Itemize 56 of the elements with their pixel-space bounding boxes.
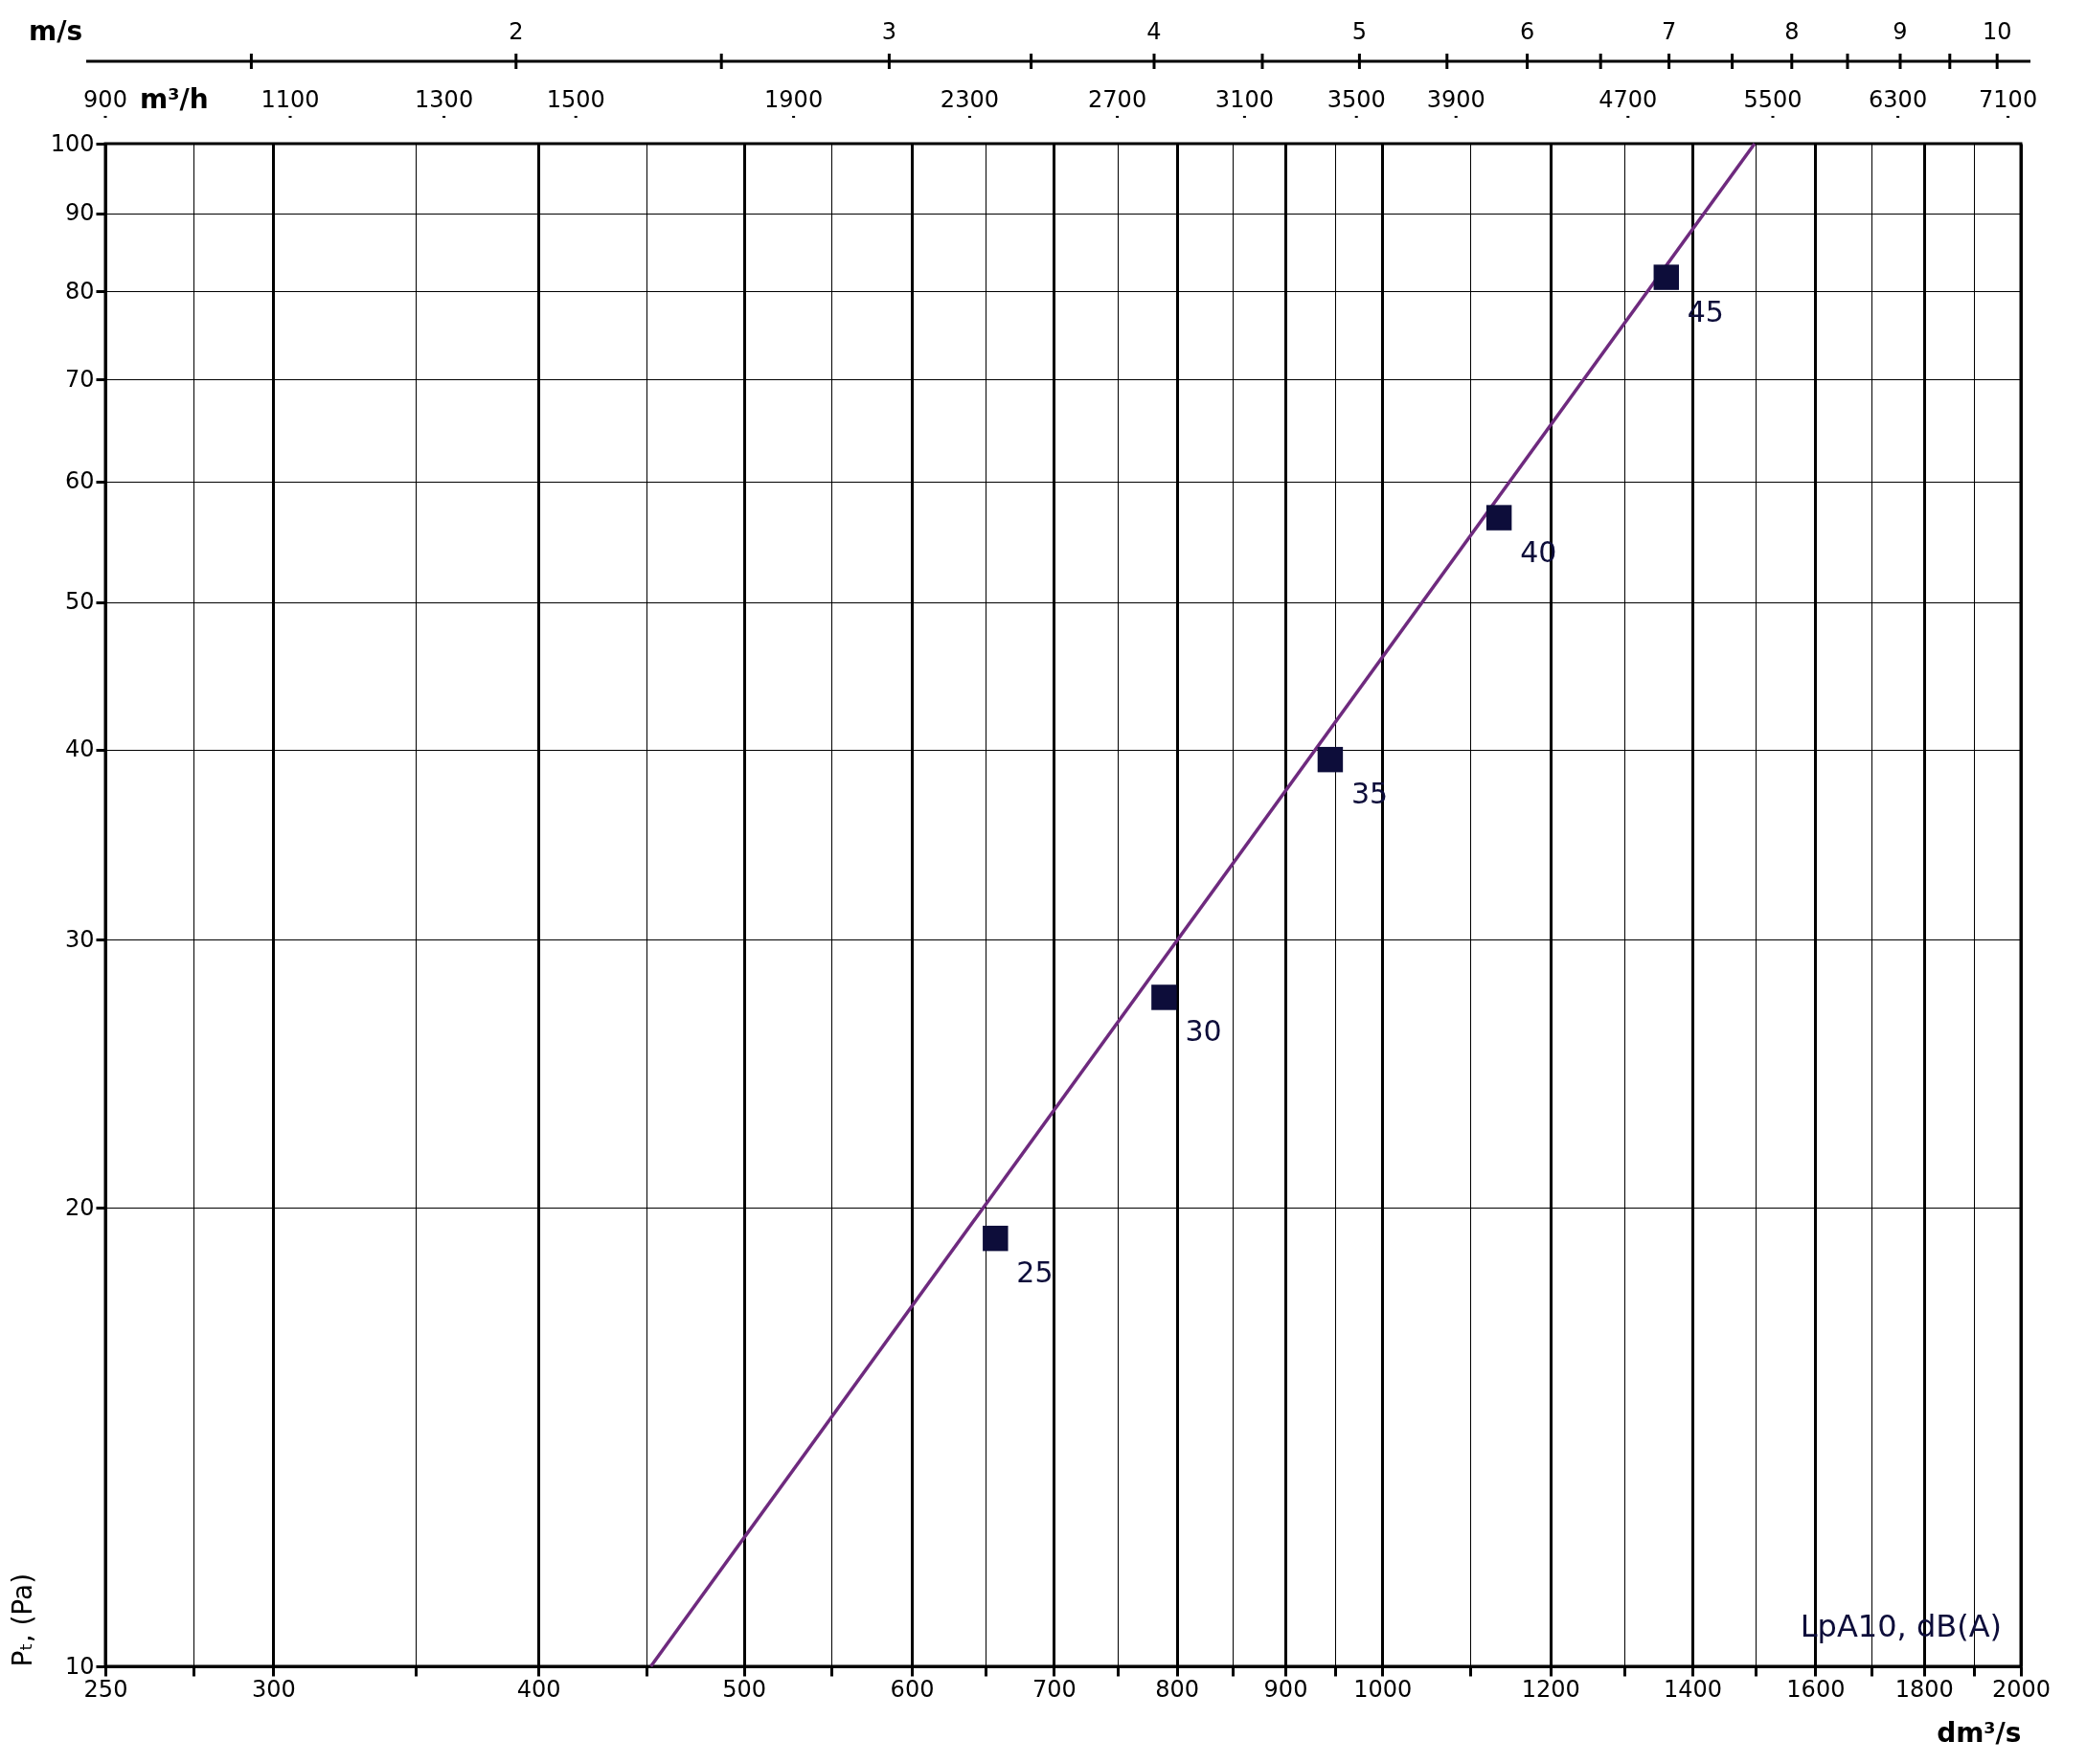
x-tick-label: 700 bbox=[1032, 1675, 1077, 1703]
text: 3500 bbox=[1326, 86, 1386, 113]
y-tick-label: 90 bbox=[64, 199, 95, 227]
point bbox=[1485, 505, 1512, 531]
text: 3900 bbox=[1426, 86, 1485, 113]
y-tick-label: 80 bbox=[64, 277, 95, 305]
y-tick-label: 30 bbox=[64, 925, 95, 953]
text: 2 bbox=[509, 18, 524, 45]
y-tick-label: 100 bbox=[50, 129, 95, 157]
text: 2700 bbox=[1088, 86, 1147, 113]
point bbox=[1653, 264, 1680, 290]
text: 7100 bbox=[1979, 86, 2038, 113]
annotation: 30 bbox=[1185, 1014, 1222, 1049]
text: 1900 bbox=[764, 86, 824, 113]
x-tick-label: 1000 bbox=[1353, 1675, 1413, 1703]
x-tick-label: 600 bbox=[890, 1675, 935, 1703]
text: 8 bbox=[1784, 18, 1800, 45]
text: 1300 bbox=[415, 86, 474, 113]
x-tick-label: 1200 bbox=[1521, 1675, 1580, 1703]
x-tick-label: 2000 bbox=[1991, 1675, 2052, 1703]
y-tick-label: 40 bbox=[64, 735, 95, 763]
y-tick-label: 70 bbox=[64, 365, 95, 393]
x-tick-label: 500 bbox=[722, 1675, 767, 1703]
text: 6 bbox=[1519, 18, 1535, 45]
y-axis-title: Pₜ, (Pa) bbox=[6, 1572, 38, 1667]
x-axis-title: dm³/s bbox=[1937, 1716, 2022, 1749]
point bbox=[983, 1225, 1009, 1252]
text: m³/h bbox=[140, 83, 209, 115]
x-tick-label: 900 bbox=[1263, 1675, 1308, 1703]
text: 7 bbox=[1661, 18, 1677, 45]
text: m/s bbox=[29, 15, 83, 47]
text: 3 bbox=[881, 18, 897, 45]
text: 5500 bbox=[1743, 86, 1803, 113]
annotation: 25 bbox=[1016, 1255, 1054, 1290]
y-tick-label: 20 bbox=[64, 1193, 95, 1221]
x-tick-label: 1400 bbox=[1663, 1675, 1722, 1703]
x-tick-label: 1600 bbox=[1786, 1675, 1846, 1703]
text: 10 bbox=[1982, 18, 2012, 45]
x-tick-label: 400 bbox=[516, 1675, 561, 1703]
y-tick-label: 50 bbox=[64, 588, 95, 616]
x-tick-label: 800 bbox=[1155, 1675, 1200, 1703]
text: 4700 bbox=[1599, 86, 1658, 113]
text: 900 bbox=[83, 86, 127, 113]
text: 4 bbox=[1146, 18, 1162, 45]
x-tick-label: 300 bbox=[251, 1675, 296, 1703]
point bbox=[1151, 984, 1177, 1010]
x-tick-label: 1800 bbox=[1894, 1675, 1954, 1703]
text: 3100 bbox=[1214, 86, 1274, 113]
point bbox=[1317, 746, 1344, 773]
text: 9 bbox=[1893, 18, 1908, 45]
text: 1100 bbox=[261, 86, 320, 113]
y-tick-label: 60 bbox=[64, 467, 95, 495]
text: 1500 bbox=[546, 86, 605, 113]
text: 5 bbox=[1351, 18, 1368, 45]
text: 2300 bbox=[940, 86, 999, 113]
text: 6300 bbox=[1869, 86, 1928, 113]
